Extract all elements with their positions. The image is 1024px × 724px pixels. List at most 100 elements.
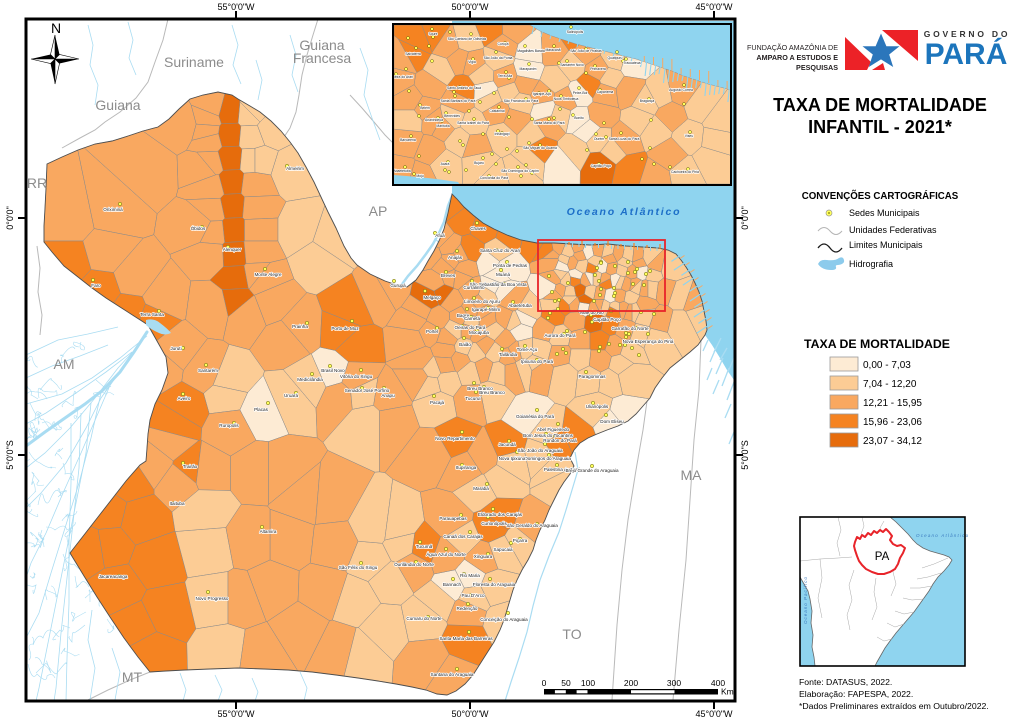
svg-text:São Miguel do Guamá: São Miguel do Guamá bbox=[523, 146, 557, 150]
svg-text:Santa Cruz do Arari: Santa Cruz do Arari bbox=[480, 248, 520, 253]
svg-text:PARÁ: PARÁ bbox=[925, 37, 1008, 71]
svg-text:Muaná: Muaná bbox=[496, 272, 510, 277]
svg-text:Curionópolis: Curionópolis bbox=[481, 521, 507, 526]
svg-text:TAXA DE MORTALIDADE: TAXA DE MORTALIDADE bbox=[773, 95, 987, 115]
svg-text:Oceano Pacífico: Oceano Pacífico bbox=[803, 576, 808, 624]
svg-text:Quatipuru: Quatipuru bbox=[608, 56, 623, 60]
svg-text:Alenquer: Alenquer bbox=[223, 247, 242, 252]
svg-text:Primavera: Primavera bbox=[590, 67, 606, 71]
svg-text:0°0'0": 0°0'0" bbox=[5, 206, 15, 230]
svg-text:Altamira: Altamira bbox=[260, 529, 277, 534]
svg-text:Tucumã: Tucumã bbox=[416, 544, 433, 549]
svg-text:RR: RR bbox=[27, 175, 47, 191]
svg-text:Floresta do Araguaia: Floresta do Araguaia bbox=[473, 582, 516, 587]
svg-text:Parauapebas: Parauapebas bbox=[439, 516, 467, 521]
svg-text:Anajás: Anajás bbox=[448, 255, 463, 260]
svg-text:Mocajuba: Mocajuba bbox=[469, 330, 489, 335]
svg-text:Canaã dos Carajás: Canaã dos Carajás bbox=[443, 534, 483, 539]
svg-text:Marapanim: Marapanim bbox=[520, 67, 537, 71]
svg-text:Redenção: Redenção bbox=[457, 606, 478, 611]
svg-text:Oeiras do Pará: Oeiras do Pará bbox=[455, 325, 486, 330]
svg-text:Santa Izabel do Pará: Santa Izabel do Pará bbox=[457, 121, 489, 125]
svg-text:7,04 - 12,20: 7,04 - 12,20 bbox=[863, 379, 917, 390]
svg-text:Santarém Novo: Santarém Novo bbox=[560, 63, 584, 67]
svg-text:São Félix do Xingu: São Félix do Xingu bbox=[339, 565, 378, 570]
svg-text:Óbidos: Óbidos bbox=[191, 225, 206, 231]
svg-text:Elaboração: FAPESPA, 2022.: Elaboração: FAPESPA, 2022. bbox=[799, 689, 913, 699]
svg-text:Bujaru: Bujaru bbox=[474, 161, 484, 165]
svg-text:Trairão: Trairão bbox=[183, 464, 198, 469]
svg-text:PA: PA bbox=[875, 551, 890, 563]
svg-text:Melgaço: Melgaço bbox=[423, 295, 441, 300]
svg-text:Uruará: Uruará bbox=[284, 393, 298, 398]
svg-text:Suriname: Suriname bbox=[164, 54, 224, 70]
svg-text:MT: MT bbox=[122, 669, 143, 685]
svg-text:Santa Maria das Barreiras: Santa Maria das Barreiras bbox=[439, 636, 493, 641]
svg-text:Belém: Belém bbox=[420, 106, 430, 110]
svg-text:Tracuateua: Tracuateua bbox=[623, 61, 640, 65]
svg-text:TAXA DE MORTALIDADE: TAXA DE MORTALIDADE bbox=[804, 337, 950, 351]
svg-text:Oceano Atlântico: Oceano Atlântico bbox=[567, 206, 682, 218]
svg-text:Cumaru do Norte: Cumaru do Norte bbox=[406, 616, 442, 621]
svg-text:Cachoeira do Arari: Cachoeira do Arari bbox=[385, 75, 413, 79]
svg-text:Marabá: Marabá bbox=[473, 486, 489, 491]
svg-text:200: 200 bbox=[624, 678, 638, 688]
svg-text:0,00 - 7,03: 0,00 - 7,03 bbox=[863, 360, 911, 371]
svg-text:Capitão Poço: Capitão Poço bbox=[591, 164, 611, 168]
svg-text:Aurora do Pará: Aurora do Pará bbox=[544, 333, 576, 338]
svg-text:Tucuruí: Tucuruí bbox=[465, 396, 481, 401]
svg-text:300: 300 bbox=[667, 678, 681, 688]
svg-text:45°0'0"W: 45°0'0"W bbox=[695, 709, 733, 719]
svg-text:23,07 - 34,12: 23,07 - 34,12 bbox=[863, 436, 922, 447]
svg-text:Itaituba: Itaituba bbox=[169, 501, 185, 506]
svg-text:São João do Araguaia: São João do Araguaia bbox=[517, 448, 563, 453]
svg-text:Baião: Baião bbox=[459, 342, 471, 347]
svg-text:Tailândia: Tailândia bbox=[499, 352, 518, 357]
svg-text:Terra Santa: Terra Santa bbox=[140, 312, 164, 317]
svg-text:Inhangapi: Inhangapi bbox=[495, 132, 510, 136]
svg-text:Cametá: Cametá bbox=[464, 316, 481, 321]
svg-text:São Geraldo do Araguaia: São Geraldo do Araguaia bbox=[506, 523, 558, 528]
svg-text:Ananindeua: Ananindeua bbox=[425, 118, 443, 122]
svg-text:Oceano Atlântico: Oceano Atlântico bbox=[916, 533, 969, 538]
svg-text:FUNDAÇÃO AMAZÔNIA DE: FUNDAÇÃO AMAZÔNIA DE bbox=[747, 43, 838, 52]
svg-text:Bragança: Bragança bbox=[640, 99, 655, 103]
svg-text:45°0'0"W: 45°0'0"W bbox=[695, 2, 733, 12]
svg-text:Viseu: Viseu bbox=[685, 134, 694, 138]
svg-text:50°0'0"W: 50°0'0"W bbox=[451, 2, 489, 12]
svg-text:Castanhal: Castanhal bbox=[489, 109, 505, 113]
svg-text:Piçarra: Piçarra bbox=[513, 538, 528, 543]
svg-text:Abaetetuba: Abaetetuba bbox=[393, 169, 410, 173]
svg-text:Bagre: Bagre bbox=[457, 313, 470, 318]
svg-text:Nova Esperança do Piriá: Nova Esperança do Piriá bbox=[623, 339, 674, 344]
svg-text:Nova Ipixuna: Nova Ipixuna bbox=[499, 456, 526, 461]
svg-text:Terra Alta: Terra Alta bbox=[498, 74, 512, 78]
svg-text:Garrafão do Norte: Garrafão do Norte bbox=[611, 326, 648, 331]
svg-text:Santa Bárbara do Pará: Santa Bárbara do Pará bbox=[441, 99, 476, 103]
svg-text:Goianésia do Pará: Goianésia do Pará bbox=[516, 414, 554, 419]
svg-text:Guiana: Guiana bbox=[299, 37, 344, 53]
svg-text:Breves: Breves bbox=[441, 273, 456, 278]
svg-text:Unidades Federativas: Unidades Federativas bbox=[849, 225, 937, 235]
svg-text:Conceição do Araguaia: Conceição do Araguaia bbox=[480, 617, 528, 622]
svg-text:Senador José Porfírio: Senador José Porfírio bbox=[345, 388, 390, 393]
svg-text:Aveiro: Aveiro bbox=[178, 396, 191, 401]
svg-text:Augusto Corrêa: Augusto Corrêa bbox=[669, 88, 693, 92]
svg-text:São João da Ponta: São João da Ponta bbox=[484, 56, 513, 60]
svg-text:GOVERNO DO: GOVERNO DO bbox=[924, 29, 1011, 39]
svg-text:*Dados Preliminares extraídos: *Dados Preliminares extraídos em Outubro… bbox=[799, 701, 989, 711]
svg-text:Pau D'Arco: Pau D'Arco bbox=[461, 593, 485, 598]
svg-text:Breu Branco: Breu Branco bbox=[479, 390, 505, 395]
svg-text:Acará: Acará bbox=[441, 162, 450, 166]
svg-text:Sedes Municipais: Sedes Municipais bbox=[849, 208, 920, 218]
svg-text:São Francisco do Pará: São Francisco do Pará bbox=[504, 99, 539, 103]
svg-text:Concórdia do Pará: Concórdia do Pará bbox=[480, 176, 508, 180]
svg-text:Marituba: Marituba bbox=[436, 124, 449, 128]
svg-text:Xinguara: Xinguara bbox=[474, 554, 493, 559]
svg-text:Soure: Soure bbox=[428, 32, 437, 36]
svg-text:Curralinho: Curralinho bbox=[463, 285, 485, 290]
svg-text:5°0'0"S: 5°0'0"S bbox=[740, 440, 750, 470]
svg-text:Ulianópolis: Ulianópolis bbox=[586, 404, 609, 409]
svg-text:Gurupá: Gurupá bbox=[390, 283, 406, 288]
svg-text:Breu Branco: Breu Branco bbox=[467, 386, 493, 391]
